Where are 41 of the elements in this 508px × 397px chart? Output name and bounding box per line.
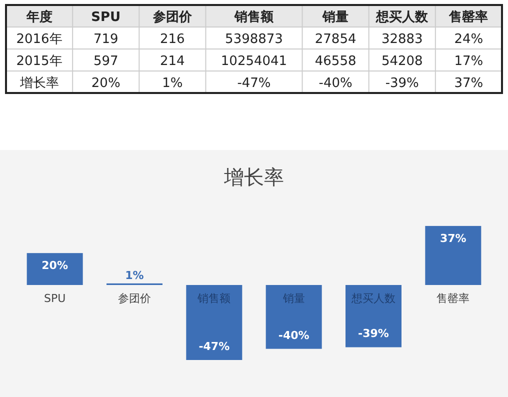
category: 销售额	[198, 292, 231, 305]
cell: 销售额	[234, 10, 274, 25]
value-label: -47%	[198, 340, 230, 353]
cell: 想买人数	[376, 10, 428, 25]
cell: 32883	[381, 32, 423, 47]
cell: 216	[160, 32, 185, 47]
cell: 2016年	[16, 32, 62, 47]
value-label: 20%	[42, 259, 68, 272]
value-label: 1%	[125, 269, 144, 282]
cell: -47%	[237, 76, 271, 91]
cell: 37%	[454, 76, 484, 91]
category: SPU	[44, 292, 66, 305]
cell: 214	[160, 54, 185, 69]
value-label: -39%	[358, 327, 389, 340]
cell: 10254041	[220, 54, 288, 69]
cell: 597	[93, 54, 118, 69]
cell: 20%	[91, 76, 120, 91]
category: 参团价	[118, 292, 151, 305]
cell: 销量	[322, 10, 349, 25]
cell: 售罄率	[449, 10, 488, 25]
cell: 1%	[162, 76, 183, 91]
cell: 46558	[314, 54, 356, 69]
category: 销量	[282, 292, 305, 305]
cell: SPU	[91, 10, 121, 25]
category: 售罄率	[436, 292, 470, 305]
value-label: -40%	[278, 328, 310, 342]
cell: 24%	[454, 32, 484, 47]
cell: 719	[93, 32, 118, 47]
cell: 年度	[26, 10, 52, 25]
cell: -39%	[385, 76, 419, 91]
cell: 参团价	[152, 10, 192, 25]
cell: 27854	[314, 32, 356, 47]
cell: 2015年	[16, 54, 62, 69]
cell: 17%	[454, 54, 484, 69]
cell: 54208	[381, 54, 423, 69]
category: 想买人数	[352, 292, 396, 305]
cell: -40%	[318, 76, 352, 91]
cell: 增长率	[20, 76, 59, 91]
cell: 5398873	[225, 32, 283, 47]
chart-title: 增长率	[223, 165, 284, 189]
value-label: 37%	[440, 232, 466, 245]
